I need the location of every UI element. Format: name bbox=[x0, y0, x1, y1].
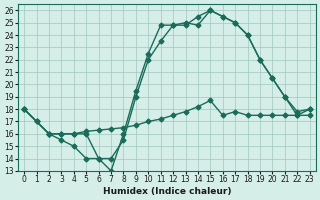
X-axis label: Humidex (Indice chaleur): Humidex (Indice chaleur) bbox=[103, 187, 231, 196]
